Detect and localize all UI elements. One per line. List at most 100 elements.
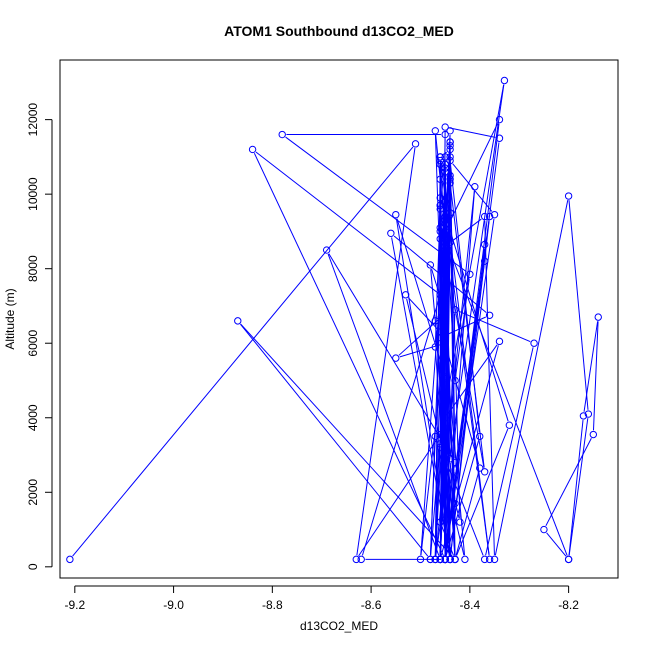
data-point (446, 153, 454, 161)
x-tick-label: -9.2 (64, 598, 85, 612)
series-segment (446, 462, 484, 556)
series-segment (240, 323, 453, 557)
series-segment (592, 321, 599, 431)
data-point (441, 164, 449, 172)
data-point (441, 238, 449, 247)
x-tick-label: -8.8 (262, 598, 283, 612)
x-tick-label: -9.0 (163, 598, 184, 612)
data-point (436, 443, 444, 452)
data-point (441, 302, 449, 310)
data-point (431, 555, 439, 564)
data-point (431, 127, 439, 135)
series-segment (484, 220, 495, 556)
data-point (352, 555, 360, 564)
data-point (278, 130, 286, 139)
x-tick-label: -8.6 (361, 598, 382, 612)
series-segment (408, 297, 438, 330)
data-point (392, 210, 400, 219)
series-segment (285, 136, 467, 273)
series-segment (72, 146, 414, 557)
y-tick-label: 10000 (26, 177, 40, 211)
data-point (564, 555, 573, 564)
series-segment (444, 134, 451, 451)
data-point (480, 212, 489, 221)
data-point (461, 555, 469, 564)
y-tick-label: 8000 (26, 255, 40, 282)
data-point (441, 428, 449, 437)
series-segment (406, 298, 460, 519)
data-point (66, 555, 74, 564)
x-tick-label: -8.4 (460, 598, 481, 612)
plot-frame (59, 59, 619, 579)
series-segment (444, 347, 456, 500)
data-point (441, 227, 449, 236)
data-point (451, 376, 459, 385)
data-point (446, 156, 454, 165)
data-point (431, 317, 439, 325)
series-segment (568, 200, 589, 410)
y-tick-label: 2000 (26, 479, 40, 506)
data-point (431, 343, 439, 351)
series-segment (240, 323, 429, 557)
series-segment (437, 309, 444, 318)
series-segment (568, 420, 584, 556)
data-point (436, 291, 444, 299)
chart-title: ATOM1 Southbound d13CO2_MED (224, 23, 454, 39)
data-point (446, 127, 454, 135)
data-point (441, 153, 449, 161)
data-point (441, 337, 449, 346)
data-point (446, 209, 454, 217)
series-segment (583, 321, 599, 412)
data-point (436, 430, 444, 439)
series-segment (253, 153, 444, 556)
data-point (451, 466, 459, 474)
series-segment (545, 438, 592, 527)
series-segment (398, 315, 443, 356)
data-point (446, 142, 454, 150)
series-segment (255, 151, 438, 293)
data-point (584, 410, 593, 418)
data-point (446, 171, 454, 180)
series-segment (456, 428, 509, 556)
data-point (441, 309, 449, 318)
data-point (476, 432, 484, 441)
data-point (426, 555, 435, 564)
data-point (495, 115, 504, 124)
data-point (436, 175, 444, 183)
data-point (322, 246, 331, 254)
data-point (441, 160, 449, 169)
data-point (436, 205, 444, 213)
data-point (530, 339, 538, 347)
data-point (441, 220, 449, 228)
data-point (485, 212, 494, 221)
series-segment (434, 209, 441, 343)
y-tick-label: 4000 (26, 404, 40, 431)
data-point (446, 145, 454, 154)
x-axis: -9.2 -9.0 -8.8 -8.6 -8.4 -8.2 (64, 585, 579, 612)
data-point (436, 227, 444, 236)
data-point (451, 305, 459, 314)
y-axis-label: Altitude (m) (3, 288, 17, 349)
y-tick-label: 12000 (26, 103, 40, 137)
series-segment (327, 253, 440, 556)
series-segment (420, 345, 446, 556)
data-point (451, 458, 459, 467)
data-point (441, 212, 449, 221)
series-segment (445, 347, 480, 465)
data-point (480, 555, 489, 564)
data-point (441, 264, 449, 273)
data-point (589, 430, 598, 439)
data-point (441, 455, 449, 463)
data-point (441, 402, 449, 411)
series-segment (445, 440, 480, 556)
series-segment (399, 343, 442, 358)
data-point (466, 270, 474, 278)
data-point (436, 156, 444, 165)
data-point (441, 339, 449, 347)
data-point (456, 518, 464, 526)
series-segment (449, 146, 456, 459)
data-point (441, 425, 449, 433)
data-point (579, 412, 588, 420)
data-point (441, 123, 449, 131)
